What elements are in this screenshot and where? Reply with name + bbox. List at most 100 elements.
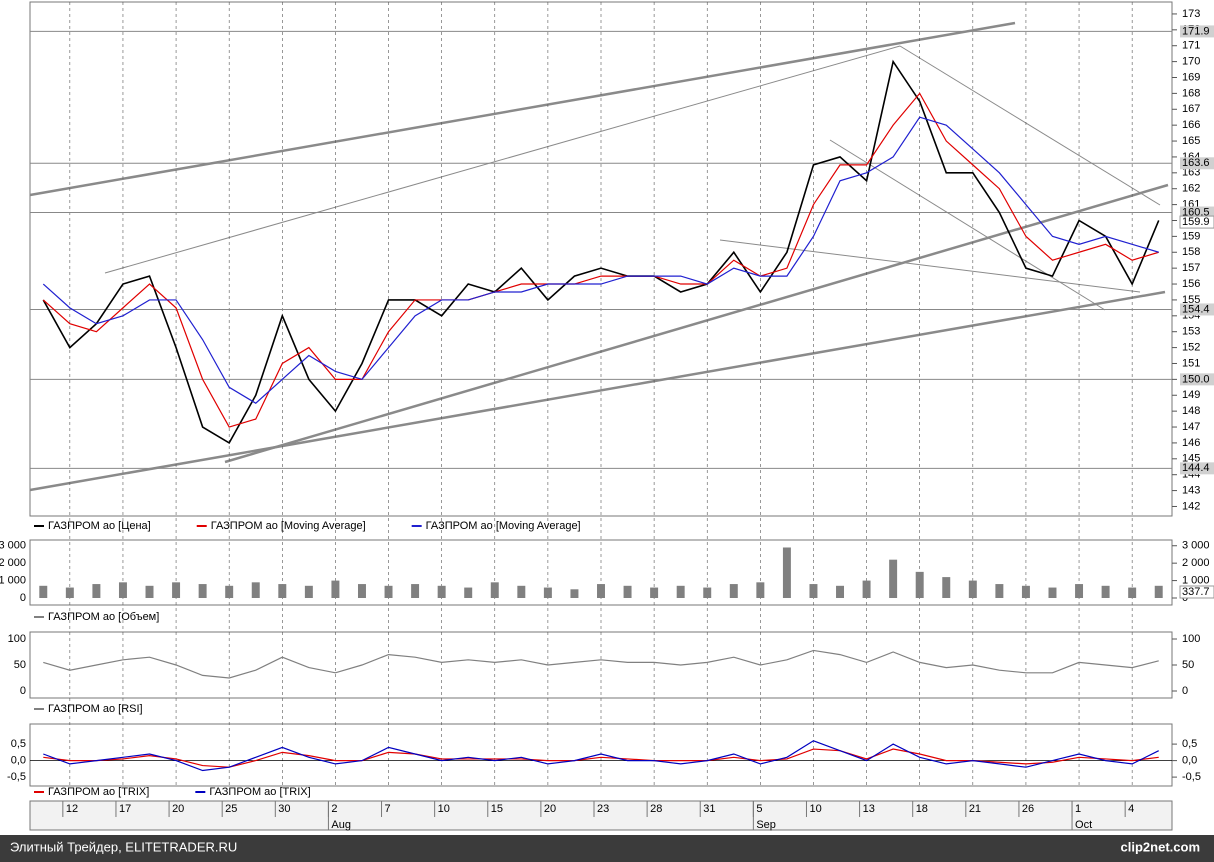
volume-bar <box>464 587 473 598</box>
volume-bar <box>1101 585 1110 598</box>
month-label: Sep <box>756 819 776 831</box>
volume-bar <box>437 585 446 598</box>
y-tick-label: 148 <box>1182 405 1200 417</box>
y-tick-label: 168 <box>1182 87 1200 99</box>
y-tick-label-left: 50 <box>14 659 26 671</box>
trend-line <box>104 45 901 274</box>
level-label: 144.4 <box>1182 462 1210 474</box>
volume-bar <box>729 584 738 598</box>
level-label: 150.0 <box>1182 373 1210 385</box>
level-box <box>1180 373 1214 386</box>
volume-bar <box>304 585 313 598</box>
volume-bar <box>809 584 818 598</box>
last-value: 159.9 <box>1182 216 1210 228</box>
volume-bar <box>676 585 685 598</box>
y-tick-label: 143 <box>1182 484 1200 496</box>
volume-bar <box>92 584 101 598</box>
y-tick-label: 3 000 <box>1182 540 1210 552</box>
x-tick-label: 20 <box>544 803 556 815</box>
volume-bar <box>1075 584 1084 598</box>
trend-line <box>719 239 1141 293</box>
volume-bar <box>517 585 526 598</box>
x-tick-label: 4 <box>1128 803 1134 815</box>
trend-line <box>29 21 1016 197</box>
volume-bar <box>225 585 234 598</box>
volume-bar <box>1048 587 1057 598</box>
y-tick-label: 173 <box>1182 8 1200 20</box>
legend-label: ГАЗПРОМ ао [Цена] <box>48 520 151 532</box>
y-tick-label: 146 <box>1182 437 1200 449</box>
y-tick-label: -0,5 <box>1182 771 1201 783</box>
y-tick-label-left: 1 000 <box>0 574 26 586</box>
x-tick-label: 12 <box>66 803 78 815</box>
x-tick-label: 30 <box>278 803 290 815</box>
y-tick-label: 145 <box>1182 453 1200 465</box>
x-tick-label: 23 <box>597 803 609 815</box>
y-tick-label: 162 <box>1182 183 1200 195</box>
volume-bar <box>331 580 340 598</box>
volume-bar <box>384 585 393 598</box>
volume-bar <box>782 547 791 598</box>
volume-bar <box>995 584 1004 598</box>
y-tick-label: 170 <box>1182 56 1200 68</box>
y-tick-label: 151 <box>1182 357 1200 369</box>
volume-bar <box>915 571 924 598</box>
y-tick-label: 152 <box>1182 341 1200 353</box>
x-tick-label: 1 <box>1075 803 1081 815</box>
y-tick-label: 167 <box>1182 103 1200 115</box>
x-tick-label: 5 <box>756 803 762 815</box>
month-label: Aug <box>331 819 351 831</box>
volume-bar <box>942 577 951 598</box>
level-label: 154.4 <box>1182 303 1210 315</box>
y-tick-label: 155 <box>1182 294 1200 306</box>
volume-bar <box>968 580 977 598</box>
y-tick-label: 157 <box>1182 262 1200 274</box>
trend-line <box>29 290 1166 492</box>
volume-bar <box>597 584 605 598</box>
series-line <box>43 740 1159 772</box>
volume-bar <box>172 582 181 598</box>
footer-credit: Элитный Трейдер, ELITETRADER.RU <box>10 839 237 854</box>
x-tick-label: 20 <box>172 803 184 815</box>
volume-bar <box>650 587 659 598</box>
footer-bar <box>0 835 1214 862</box>
y-tick-label-left: 0 <box>20 592 26 604</box>
volume-bar <box>411 584 420 598</box>
y-tick-label-left: 2 000 <box>0 557 26 569</box>
volume-bar <box>1154 585 1163 598</box>
y-tick-label: 2 000 <box>1182 557 1210 569</box>
level-box <box>1180 157 1214 170</box>
y-tick-label: 169 <box>1182 71 1200 83</box>
x-tick-label: 13 <box>863 803 875 815</box>
y-tick-label-left: 0,0 <box>11 755 26 767</box>
x-tick-label: 7 <box>385 803 391 815</box>
x-tick-label: 10 <box>809 803 821 815</box>
y-tick-label: 1 000 <box>1182 574 1210 586</box>
last-value-box <box>1179 585 1214 599</box>
volume-bar <box>1128 587 1137 598</box>
volume-bar <box>889 559 898 598</box>
y-tick-label: 158 <box>1182 246 1200 258</box>
series-line <box>42 92 1159 428</box>
month-label: Oct <box>1075 819 1092 831</box>
volume-bar <box>357 584 366 598</box>
last-value: 337.7 <box>1182 586 1210 598</box>
trend-line <box>224 183 1169 464</box>
y-tick-label-left: 0,5 <box>11 738 26 750</box>
level-label: 160.5 <box>1182 206 1210 218</box>
y-tick-label: 159 <box>1182 230 1200 242</box>
y-tick-label: 142 <box>1182 500 1200 512</box>
x-tick-label: 10 <box>438 803 450 815</box>
y-tick-label: 166 <box>1182 119 1200 131</box>
legend-label: ГАЗПРОМ ао [RSI] <box>48 703 143 715</box>
legend-label: ГАЗПРОМ ао [Moving Average] <box>211 520 366 532</box>
level-box <box>1180 206 1214 219</box>
volume-bar <box>543 587 552 598</box>
volume-bar <box>65 587 74 598</box>
y-tick-label: 0 <box>1182 685 1188 697</box>
y-tick-label: 153 <box>1182 326 1200 338</box>
footer-logo: clip2net.com <box>1121 839 1200 854</box>
volume-bar <box>570 589 579 598</box>
y-tick-label: 149 <box>1182 389 1200 401</box>
